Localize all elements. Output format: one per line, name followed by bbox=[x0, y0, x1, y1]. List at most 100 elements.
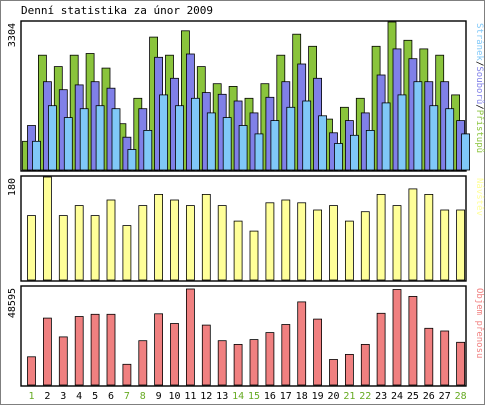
x-tick-label-4: 4 bbox=[76, 391, 82, 402]
x-tick-label-5: 5 bbox=[92, 391, 98, 402]
panel-visits-y-max-label: 180 bbox=[7, 178, 18, 196]
panel-kbytes-bar-Objem přenosu-12 bbox=[201, 324, 211, 386]
panel-hits-files-pages-bar-Stránek-19 bbox=[318, 115, 328, 171]
panel-kbytes-bar-Objem přenosu-3 bbox=[58, 336, 68, 386]
panel-kbytes-bar-Objem přenosu-17 bbox=[281, 324, 291, 386]
panel-hits-files-pages-bar-Stránek-16 bbox=[270, 120, 280, 171]
legend-separator: / bbox=[474, 61, 484, 66]
panel-hits-files-pages-bar-Stránek-5 bbox=[95, 105, 105, 171]
x-tick-label-11: 11 bbox=[184, 391, 196, 402]
panel-visits-bar-Návštěv-12 bbox=[201, 193, 211, 281]
panel-kbytes-legend: Objem přenosu bbox=[474, 288, 484, 358]
panel-kbytes-bar-Objem přenosu-13 bbox=[217, 340, 227, 386]
panel-visits-bar-Návštěv-13 bbox=[217, 205, 227, 281]
panel-visits-bar-Návštěv-27 bbox=[440, 209, 450, 281]
panel-visits-bar-Návštěv-7 bbox=[122, 225, 132, 281]
panel-kbytes-bar-Objem přenosu-28 bbox=[456, 341, 466, 386]
panel-hits-files-pages-bar-Stránek-21 bbox=[349, 134, 359, 171]
panel-kbytes-bar-Objem přenosu-8 bbox=[138, 340, 148, 386]
panel-hits-files-pages-legend: Stránek/Souborů/Přístupů bbox=[474, 23, 485, 153]
panel-kbytes-bar-Objem přenosu-19 bbox=[313, 318, 323, 386]
panel-visits-bar-Návštěv-22 bbox=[360, 211, 370, 281]
panel-visits-bar-Návštěv-6 bbox=[106, 199, 116, 281]
panel-kbytes-bar-Objem přenosu-27 bbox=[440, 330, 450, 386]
panel-hits-files-pages-bar-Stránek-24 bbox=[397, 94, 407, 171]
panel-visits-bar-Návštěv-20 bbox=[329, 205, 338, 281]
panel-hits-files-pages-bar-Stránek-1 bbox=[32, 140, 41, 171]
panel-visits-bar-Návštěv-15 bbox=[249, 230, 259, 281]
panel-visits-bar-Návštěv-14 bbox=[233, 220, 243, 281]
panel-kbytes-bar-Objem přenosu-20 bbox=[329, 359, 338, 386]
panel-hits-files-pages-bar-Stránek-10 bbox=[175, 105, 184, 171]
panel-kbytes-bar-Objem přenosu-14 bbox=[233, 343, 243, 386]
panel-kbytes-bar-Objem přenosu-18 bbox=[297, 301, 307, 386]
panel-visits-bar-Návštěv-25 bbox=[408, 188, 418, 281]
panel-kbytes-bar-Objem přenosu-9 bbox=[154, 313, 164, 386]
panel-visits-bar-Návštěv-9 bbox=[154, 193, 164, 281]
panel-hits-files-pages-bar-Stránek-27 bbox=[445, 108, 455, 171]
panel-hits-files-pages-bar-Stránek-4 bbox=[79, 108, 89, 171]
panel-hits-files-pages-bar-Stránek-2 bbox=[48, 105, 57, 171]
panel-hits-files-pages-bar-Stránek-17 bbox=[286, 106, 296, 171]
panel-kbytes-y-max-label: 48595 bbox=[7, 288, 18, 318]
panel-visits-bar-Návštěv-3 bbox=[58, 215, 68, 281]
x-tick-label-25: 25 bbox=[407, 391, 419, 402]
panel-kbytes-bar-Objem přenosu-1 bbox=[27, 356, 36, 386]
panel-visits-bar-Návštěv-28 bbox=[456, 209, 466, 281]
x-tick-label-19: 19 bbox=[312, 391, 324, 402]
x-tick-label-21: 21 bbox=[343, 391, 355, 402]
panel-visits-bar-Návštěv-18 bbox=[297, 202, 307, 281]
panel-visits-bar-Návštěv-26 bbox=[424, 193, 434, 281]
x-tick-label-6: 6 bbox=[108, 391, 114, 402]
panel-kbytes-bar-Objem přenosu-4 bbox=[74, 316, 84, 386]
panel-visits-bar-Návštěv-16 bbox=[265, 202, 275, 281]
legend-entry: Návštěv bbox=[474, 178, 485, 216]
panel-kbytes-bar-Objem přenosu-7 bbox=[122, 363, 132, 386]
x-tick-label-28: 28 bbox=[455, 391, 467, 402]
x-tick-label-20: 20 bbox=[327, 391, 339, 402]
panel-hits-files-pages-bar-Stránek-18 bbox=[302, 100, 312, 171]
panel-kbytes-bar-Objem přenosu-23 bbox=[376, 312, 386, 386]
panel-hits-files-pages-bar-Stránek-28 bbox=[461, 133, 471, 171]
panel-kbytes-bar-Objem přenosu-21 bbox=[344, 353, 354, 386]
panel-visits-bar-Návštěv-8 bbox=[138, 205, 148, 281]
legend-entry: Souborů bbox=[474, 66, 485, 104]
x-tick-label-16: 16 bbox=[264, 391, 276, 402]
x-tick-label-15: 15 bbox=[248, 391, 260, 402]
x-tick-label-7: 7 bbox=[124, 391, 130, 402]
panel-hits-files-pages-bar-Stránek-14 bbox=[238, 125, 248, 171]
panel-hits-files-pages-y-max-label: 3304 bbox=[7, 23, 18, 47]
panel-hits-files-pages-bar-Stránek-25 bbox=[413, 81, 423, 171]
x-tick-label-10: 10 bbox=[168, 391, 180, 402]
x-tick-label-9: 9 bbox=[156, 391, 162, 402]
panel-visits-bar-Návštěv-21 bbox=[344, 220, 354, 281]
panel-kbytes-bar-Objem přenosu-5 bbox=[90, 313, 100, 386]
x-tick-label-27: 27 bbox=[439, 391, 451, 402]
x-tick-label-22: 22 bbox=[359, 391, 371, 402]
x-tick-label-1: 1 bbox=[28, 391, 34, 402]
panel-kbytes-bar-Objem přenosu-26 bbox=[424, 327, 434, 386]
panel-visits-bar-Návštěv-23 bbox=[376, 193, 386, 281]
panel-hits-files-pages-bar-Stránek-9 bbox=[159, 94, 169, 171]
panel-visits-bar-Návštěv-4 bbox=[74, 205, 84, 281]
panel-hits-files-pages-bar-Stránek-23 bbox=[381, 102, 391, 171]
panel-visits-bar-Návštěv-1 bbox=[27, 215, 36, 281]
panel-hits-files-pages-bar-Stránek-26 bbox=[429, 105, 439, 171]
panel-visits-bar-Návštěv-17 bbox=[281, 199, 291, 281]
panel-visits-bar-Návštěv-10 bbox=[170, 199, 179, 281]
panel-visits-bar-Návštěv-2 bbox=[43, 176, 52, 281]
chart-labels: 3304 Stránek/Souborů/Přístupů 180 Návštěv 48… bbox=[7, 23, 485, 402]
panel-kbytes-bar-Objem přenosu-15 bbox=[249, 339, 259, 386]
panel-hits-files-pages-bar-Stránek-7 bbox=[127, 149, 137, 171]
x-tick-label-13: 13 bbox=[216, 391, 228, 402]
panel-visits-bar-Návštěv-24 bbox=[392, 205, 402, 281]
panel-kbytes-bar-Objem přenosu-22 bbox=[360, 343, 370, 386]
x-tick-label-26: 26 bbox=[423, 391, 435, 402]
x-tick-label-23: 23 bbox=[375, 391, 387, 402]
panel-kbytes-bar-Objem přenosu-10 bbox=[170, 323, 179, 386]
panel-hits-files-pages-bar-Stránek-20 bbox=[334, 143, 343, 171]
panel-kbytes-bar-Objem přenosu-6 bbox=[106, 313, 116, 386]
panel-kbytes-bar-Objem přenosu-16 bbox=[265, 332, 275, 386]
panel-hits-files-pages-bar-Stránek-8 bbox=[143, 129, 153, 171]
